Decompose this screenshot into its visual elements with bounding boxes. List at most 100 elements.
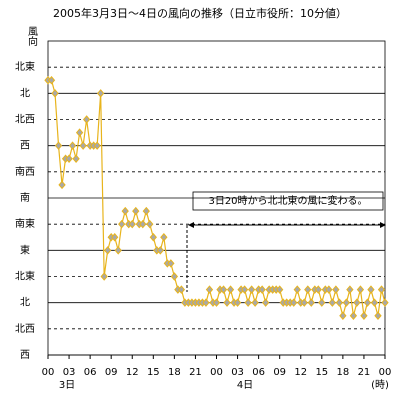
data-point [146, 219, 154, 229]
data-point [240, 285, 249, 294]
data-point [47, 75, 56, 85]
data-point [72, 154, 80, 164]
data-point [356, 285, 365, 294]
y-tick-label: 北東 [15, 60, 35, 73]
x-tick-label: 06 [252, 367, 265, 378]
data-point [75, 128, 84, 137]
data-point [100, 272, 108, 281]
data-point [367, 285, 375, 294]
y-tick-label: 北 [20, 87, 30, 99]
data-point [205, 285, 214, 294]
x-tick-label: 00 [42, 367, 55, 378]
x-tick-label: 12 [294, 367, 307, 378]
data-point [247, 285, 256, 294]
data-point [318, 298, 326, 307]
data-point [307, 298, 315, 307]
data-point [328, 298, 337, 307]
data-point [139, 219, 147, 229]
data-point [58, 180, 66, 190]
data-point [290, 298, 298, 307]
x-tick-label: 06 [84, 367, 97, 378]
data-point [223, 298, 231, 307]
data-point [244, 298, 252, 307]
x-tick-label: 09 [105, 367, 118, 378]
data-point [160, 232, 168, 242]
data-point [339, 311, 347, 321]
data-point [233, 298, 242, 307]
data-point [304, 285, 312, 294]
x-tick-label: 18 [337, 367, 350, 378]
data-point [68, 141, 77, 150]
data-point [335, 298, 344, 307]
data-point [300, 298, 308, 307]
x-tick-label: 03 [63, 367, 76, 378]
data-point [212, 298, 221, 307]
x-tick-label: 00 [210, 367, 223, 378]
data-point [177, 285, 186, 294]
data-point [54, 141, 63, 150]
data-point [332, 285, 340, 294]
data-point [93, 141, 101, 150]
y-tick-label: 北 [20, 297, 30, 309]
y-axis-title: 風向 [26, 26, 38, 46]
data-point [79, 141, 87, 150]
data-point [51, 89, 59, 98]
data-point [226, 285, 235, 294]
data-point [346, 285, 354, 294]
data-point [342, 298, 351, 307]
data-point [132, 206, 140, 216]
data-point [96, 89, 105, 98]
data-point [258, 285, 266, 294]
data-point [149, 232, 157, 242]
y-tick-label: 南 [20, 191, 30, 204]
x-tick-label: 18 [168, 367, 181, 378]
day-label: 3日 [59, 380, 75, 391]
annotation-box [192, 191, 384, 211]
x-tick-label: 00 [379, 367, 392, 378]
x-unit: (時) [371, 379, 389, 391]
y-tick-label: 西 [20, 141, 30, 152]
data-point [377, 285, 386, 294]
data-point [202, 298, 210, 307]
chart-title: 2005年3月3日～4日の風向の推移（日立市役所：10分値） [53, 6, 347, 20]
data-point [251, 298, 259, 307]
x-tick-label: 15 [147, 367, 160, 378]
data-point [156, 246, 164, 255]
x-tick-label: 12 [126, 367, 139, 378]
data-point [114, 246, 122, 255]
y-tick-label: 東 [20, 243, 30, 256]
data-point [325, 285, 333, 294]
data-point [142, 206, 150, 216]
x-tick-label: 21 [189, 367, 202, 378]
data-point [276, 285, 284, 294]
data-point [111, 232, 119, 242]
x-tick-label: 21 [358, 367, 371, 378]
x-tick-label: 03 [231, 367, 244, 378]
y-tick-label: 西 [20, 350, 30, 361]
y-tick-label: 南西 [15, 165, 35, 178]
data-point [118, 219, 126, 229]
data-point [360, 311, 368, 321]
data-point [349, 311, 358, 321]
day-label: 4日 [237, 380, 253, 391]
data-point [121, 206, 129, 216]
data-point [370, 298, 379, 307]
data-point [374, 311, 382, 321]
data-point [167, 259, 175, 268]
y-tick-label: 北西 [15, 323, 35, 335]
data-point [65, 154, 73, 164]
data-point [353, 298, 361, 307]
annotation: 3日20時から北北東の風に変わる。 [208, 194, 367, 207]
data-point [363, 298, 372, 307]
x-tick-label: 09 [273, 367, 286, 378]
data-point [314, 285, 322, 294]
data-point [293, 285, 301, 294]
data-point [82, 115, 91, 124]
data-point [128, 219, 136, 229]
data-point [261, 298, 270, 307]
y-tick-label: 北東 [15, 270, 35, 283]
y-tick-label: 北西 [15, 114, 35, 126]
data-point [219, 285, 228, 294]
data-point [104, 246, 112, 255]
